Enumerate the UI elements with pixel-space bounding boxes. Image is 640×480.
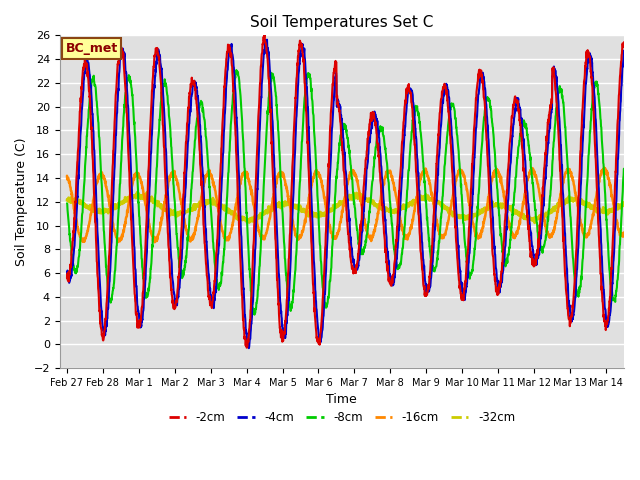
Text: BC_met: BC_met	[65, 42, 118, 55]
Legend: -2cm, -4cm, -8cm, -16cm, -32cm: -2cm, -4cm, -8cm, -16cm, -32cm	[164, 407, 520, 429]
Title: Soil Temperatures Set C: Soil Temperatures Set C	[250, 15, 433, 30]
X-axis label: Time: Time	[326, 394, 357, 407]
Y-axis label: Soil Temperature (C): Soil Temperature (C)	[15, 137, 28, 266]
